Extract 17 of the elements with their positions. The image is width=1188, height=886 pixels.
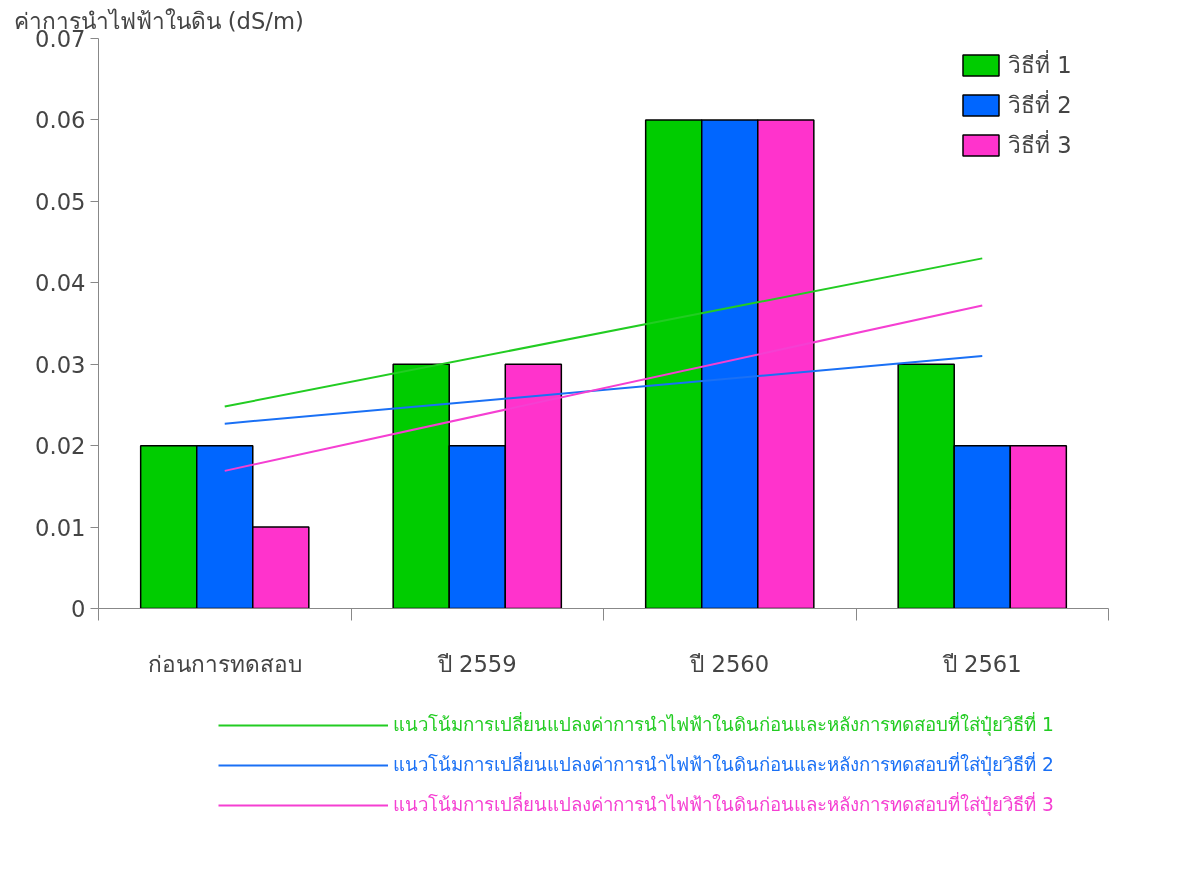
x-tick-label: ปี 2560 <box>689 650 770 677</box>
y-tick-label: 0.05 <box>35 188 86 215</box>
y-tick-label: 0.04 <box>35 270 86 297</box>
legend-label: วิธีที่ 1 <box>1008 49 1072 80</box>
y-tick-label: 0.03 <box>35 351 86 378</box>
x-tick-label: ปี 2561 <box>941 650 1022 677</box>
y-tick-label: 0 <box>71 596 86 622</box>
legend-label: วิธีที่ 3 <box>1008 129 1072 160</box>
x-tick-label: ปี 2559 <box>436 650 517 677</box>
x-tick-label: ก่อนการทดสอบ <box>147 650 302 677</box>
legend-label: วิธีที่ 2 <box>1008 89 1072 120</box>
text: แนวโน้มการเปลี่ยนแปลงค่าการนำไฟฟ้าในดินก่อนและหลังการทดสอบที่ใส่ปุ๋ยวิธีที่ 1 <box>393 711 1054 738</box>
text: แนวโน้มการเปลี่ยนแปลงค่าการนำไฟฟ้าในดินก่อนและหลังการทดสอบที่ใส่ปุ๋ยวิธีที่ 2 <box>393 751 1054 778</box>
text: แนวโน้มการเปลี่ยนแปลงค่าการนำไฟฟ้าในดินก่อนและหลังการทดสอบที่ใส่ปุ๋ยวิธีที่ 3 <box>393 791 1054 818</box>
y-tick-label: 0.02 <box>35 433 86 460</box>
y-tick-label: 0.01 <box>35 514 86 541</box>
y-tick-label: 0.06 <box>35 107 86 134</box>
